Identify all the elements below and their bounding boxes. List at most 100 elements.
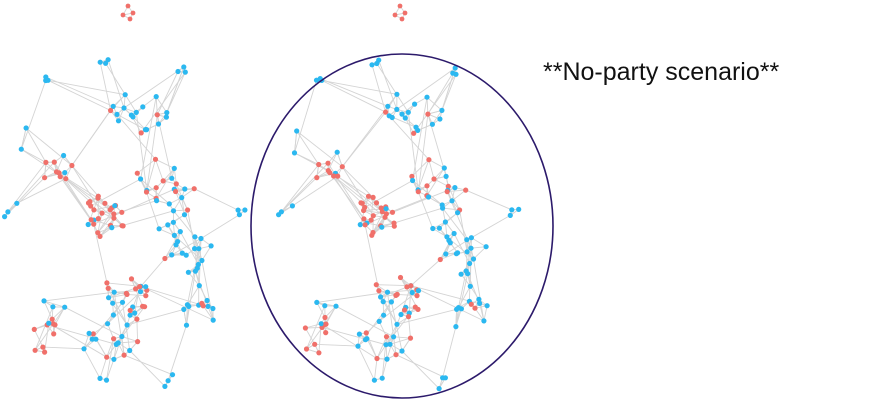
node <box>383 109 389 115</box>
edge <box>121 336 125 356</box>
node <box>163 114 169 120</box>
edge <box>281 164 320 213</box>
edge <box>410 259 441 287</box>
edge <box>106 359 115 381</box>
node <box>210 305 216 312</box>
node <box>104 354 110 360</box>
node <box>104 280 110 286</box>
node <box>130 10 136 16</box>
node <box>181 64 187 70</box>
node <box>173 188 179 195</box>
node <box>411 130 417 136</box>
node <box>95 195 101 201</box>
node <box>415 306 421 312</box>
node <box>97 59 103 65</box>
node <box>236 212 242 218</box>
node <box>181 306 187 312</box>
node <box>323 330 329 336</box>
node <box>484 303 490 309</box>
node <box>439 107 445 113</box>
node <box>143 284 149 290</box>
edge <box>186 248 200 305</box>
node <box>61 152 67 159</box>
node <box>199 300 205 306</box>
node <box>357 222 363 228</box>
edge <box>341 166 374 198</box>
node <box>440 205 446 211</box>
node <box>102 200 108 206</box>
edge <box>201 260 214 321</box>
node <box>128 112 134 118</box>
node <box>138 176 144 182</box>
node <box>472 305 478 311</box>
node <box>444 189 450 195</box>
node <box>182 69 188 75</box>
node <box>105 57 111 63</box>
edge <box>329 172 386 218</box>
node <box>160 178 166 184</box>
edge <box>468 248 472 302</box>
node <box>507 212 513 218</box>
node <box>356 331 362 337</box>
node <box>191 186 197 192</box>
edge <box>314 343 359 347</box>
edge <box>404 117 415 134</box>
node <box>18 146 24 152</box>
edge <box>71 165 99 197</box>
node <box>97 233 103 239</box>
node <box>355 343 361 349</box>
node <box>181 212 188 218</box>
edge <box>156 71 179 115</box>
edge <box>376 344 387 359</box>
edge <box>123 354 173 376</box>
node <box>51 331 57 337</box>
edge <box>371 64 387 113</box>
node <box>452 65 458 71</box>
node <box>276 212 282 218</box>
edge <box>439 242 451 260</box>
node <box>402 10 408 16</box>
edge <box>194 188 239 211</box>
node <box>322 314 328 321</box>
edge <box>411 159 430 177</box>
node <box>171 232 177 238</box>
edge <box>42 346 85 350</box>
node <box>127 307 133 313</box>
edge <box>321 79 397 95</box>
node <box>394 291 400 297</box>
node <box>127 16 133 22</box>
node <box>384 289 391 295</box>
node <box>165 222 171 228</box>
node <box>119 209 125 215</box>
edge <box>71 110 111 166</box>
node <box>389 209 396 215</box>
node <box>453 324 459 330</box>
node <box>196 246 202 252</box>
node <box>402 115 408 121</box>
node <box>374 355 380 362</box>
node <box>399 111 405 117</box>
edge <box>410 285 488 307</box>
node <box>397 274 404 281</box>
node <box>164 110 170 116</box>
edge <box>34 306 54 351</box>
node <box>410 177 416 184</box>
edge <box>471 237 487 248</box>
edge <box>294 80 317 154</box>
node <box>408 283 414 289</box>
node <box>426 157 432 163</box>
edge <box>43 300 65 308</box>
edge <box>58 172 115 219</box>
node <box>134 170 140 176</box>
network-right <box>276 3 522 392</box>
edge <box>296 130 343 168</box>
edge <box>166 71 186 113</box>
network-left <box>2 3 248 389</box>
edge <box>20 127 27 150</box>
edge <box>364 224 380 291</box>
node <box>204 297 210 304</box>
node <box>394 91 400 97</box>
edge <box>465 251 468 272</box>
node <box>153 94 159 100</box>
edge <box>155 158 175 169</box>
